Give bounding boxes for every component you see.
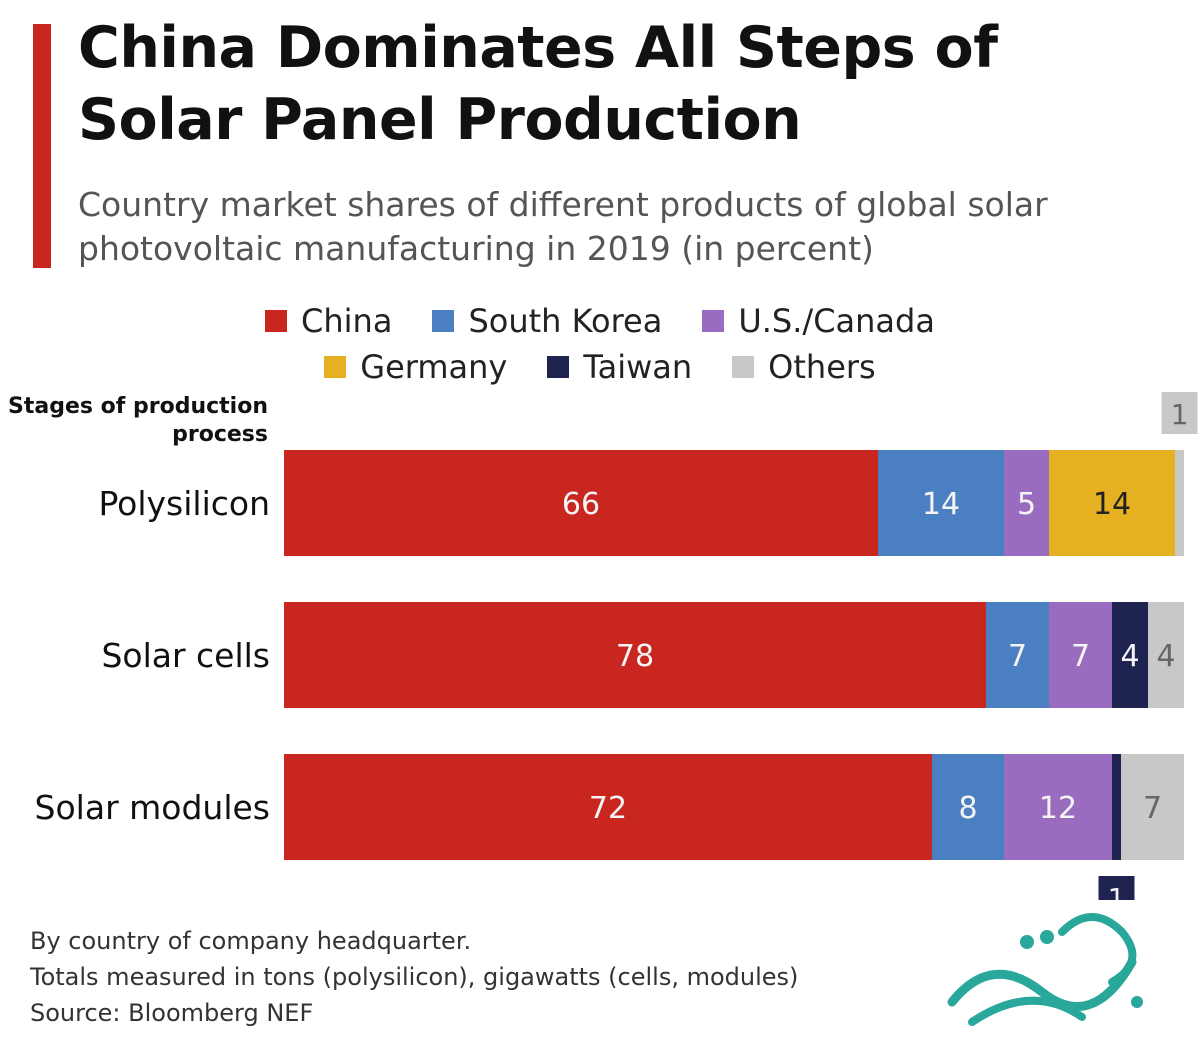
bar-solar-cells-others <box>1148 602 1184 708</box>
bar-solar-modules-china <box>284 754 932 860</box>
bar-solar-modules-taiwan <box>1112 754 1121 860</box>
bar-solar-cells-china <box>284 602 986 708</box>
legend-swatch <box>732 356 755 378</box>
chart-title: China Dominates All Steps of Solar Panel… <box>78 15 998 153</box>
bar-polysilicon-germany <box>1049 450 1175 556</box>
data-label-solar-modules-taiwan: 1 <box>1108 882 1126 900</box>
legend-swatch <box>702 310 725 332</box>
bar-polysilicon-u-s-canada <box>1004 450 1049 556</box>
legend-label: Others <box>768 348 876 386</box>
legend-label: China <box>301 302 393 340</box>
legend-label: South Korea <box>468 302 663 340</box>
data-label-solar-cells-u-s-canada: 7 <box>1071 639 1090 674</box>
legend-label: U.S./Canada <box>738 302 935 340</box>
bar-solar-modules-others <box>1121 754 1184 860</box>
bar-polysilicon-others <box>1175 450 1184 556</box>
legend-label: Germany <box>360 348 508 386</box>
data-label-polysilicon-germany: 14 <box>1093 487 1131 522</box>
legend-row: China South Korea U.S./Canada <box>0 298 1200 344</box>
legend-item-south-korea: South Korea <box>432 302 662 340</box>
category-label-solar-modules: Solar modules <box>35 788 270 827</box>
bar-polysilicon-south-korea <box>878 450 1004 556</box>
legend: China South Korea U.S./Canada Germany Taiwa… <box>0 298 1200 390</box>
legend-swatch <box>547 356 570 378</box>
data-label-solar-modules-others: 7 <box>1143 791 1162 826</box>
legend-item-taiwan: Taiwan <box>547 348 692 386</box>
bar-solar-cells-u-s-canada <box>1049 602 1112 708</box>
data-label-polysilicon-u-s-canada: 5 <box>1017 487 1036 522</box>
footnotes: By country of company headquarter. Total… <box>30 923 798 1031</box>
legend-item-china: China <box>265 302 392 340</box>
data-label-solar-cells-others: 4 <box>1156 639 1175 674</box>
data-label-solar-cells-china: 78 <box>616 639 654 674</box>
data-label-polysilicon-others: 1 <box>1171 398 1189 431</box>
data-label-polysilicon-south-korea: 14 <box>922 487 960 522</box>
legend-item-others: Others <box>732 348 876 386</box>
bar-polysilicon-china <box>284 450 878 556</box>
data-label-solar-cells-south-korea: 7 <box>1008 639 1027 674</box>
legend-row: Germany Taiwan Others <box>0 344 1200 390</box>
y-axis-title: Stages of production process <box>8 394 268 447</box>
legend-swatch <box>432 310 455 332</box>
bar-solar-cells-taiwan <box>1112 602 1148 708</box>
legend-item-u-s-canada: U.S./Canada <box>702 302 935 340</box>
data-label-solar-modules-u-s-canada: 12 <box>1039 791 1077 826</box>
legend-swatch <box>324 356 347 378</box>
footnote-headquarter: By country of company headquarter. <box>30 927 472 955</box>
bar-solar-cells-south-korea <box>986 602 1049 708</box>
title-accent-bar <box>33 24 51 268</box>
bar-solar-modules-u-s-canada <box>1004 754 1112 860</box>
data-label-solar-modules-south-korea: 8 <box>958 791 977 826</box>
chart-subtitle: Country market shares of different produ… <box>78 185 1048 268</box>
category-label-solar-cells: Solar cells <box>101 636 270 675</box>
callout-box-polysilicon-others <box>1161 392 1198 434</box>
category-label-polysilicon: Polysilicon <box>98 484 270 523</box>
data-label-solar-cells-taiwan: 4 <box>1120 639 1139 674</box>
legend-swatch <box>265 310 288 332</box>
bar-solar-modules-south-korea <box>932 754 1004 860</box>
data-label-solar-modules-china: 72 <box>589 791 627 826</box>
footnote-units: Totals measured in tons (polysilicon), g… <box>30 963 799 991</box>
data-label-polysilicon-china: 66 <box>562 487 600 522</box>
legend-label: Taiwan <box>583 348 693 386</box>
watermark-logo-icon <box>947 913 1143 1026</box>
footnote-source: Source: Bloomberg NEF <box>30 999 314 1027</box>
callout-box-solar-modules-taiwan <box>1098 876 1135 900</box>
legend-item-germany: Germany <box>324 348 507 386</box>
